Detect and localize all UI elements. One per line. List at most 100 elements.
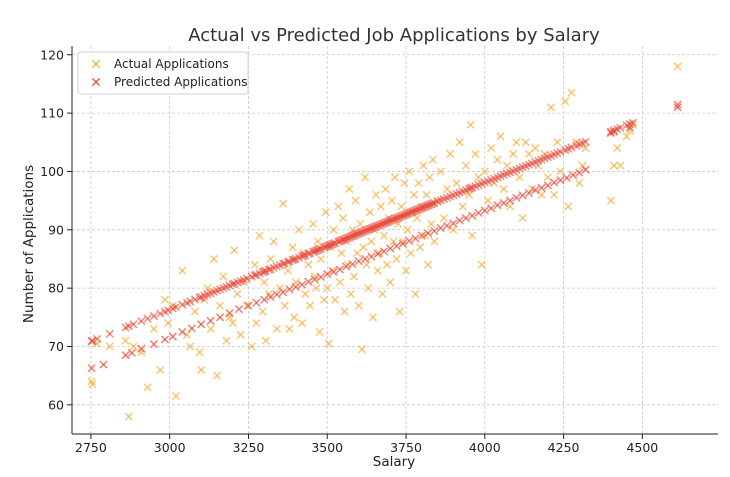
actual-point: [233, 289, 242, 299]
predicted-point: [129, 320, 138, 329]
actual-point: [182, 330, 192, 339]
actual-point: [250, 260, 259, 269]
actual-point: [321, 208, 330, 217]
actual-point: [345, 184, 354, 194]
actual-point: [258, 307, 267, 316]
actual-point: [609, 161, 619, 170]
actual-point: [190, 307, 200, 316]
actual-point: [222, 336, 231, 345]
actual-point: [236, 330, 245, 339]
actual-point: [483, 196, 493, 205]
predicted-point: [342, 262, 351, 271]
predicted-point: [149, 311, 159, 321]
actual-point: [266, 254, 275, 264]
actual-point: [477, 260, 486, 269]
actual-point: [242, 301, 252, 310]
actual-point: [515, 173, 524, 182]
actual-point: [381, 184, 390, 194]
actual-point: [197, 365, 206, 374]
actual-point: [301, 289, 310, 299]
actual-point: [400, 178, 409, 188]
actual-point: [261, 336, 270, 345]
predicted-point: [430, 226, 439, 236]
predicted-point: [609, 127, 619, 136]
actual-point: [423, 260, 433, 269]
actual-point: [564, 202, 573, 211]
actual-point: [362, 260, 371, 269]
actual-point: [260, 278, 269, 287]
predicted-point: [163, 306, 173, 315]
predicted-point: [279, 288, 288, 297]
actual-point: [452, 178, 461, 188]
actual-point: [195, 348, 204, 357]
predicted-point: [628, 118, 638, 127]
predicted-point: [486, 204, 496, 213]
x-tick-label: 4250: [548, 440, 580, 455]
predicted-point: [225, 309, 234, 318]
predicted-point: [234, 305, 244, 314]
actual-point: [575, 178, 584, 188]
predicted-point: [537, 183, 546, 192]
predicted-point: [531, 185, 540, 195]
predicted-point: [398, 239, 408, 248]
actual-point: [105, 342, 114, 351]
predicted-point: [156, 309, 165, 318]
actual-point: [531, 143, 540, 153]
predicted-point: [99, 360, 108, 369]
actual-point: [395, 307, 404, 316]
actual-point: [422, 190, 431, 199]
predicted-point: [575, 168, 584, 177]
actual-point: [401, 266, 411, 275]
actual-point: [480, 167, 489, 176]
predicted-point: [149, 340, 159, 349]
predicted-point: [379, 247, 389, 256]
actual-point: [403, 225, 412, 234]
predicted-point: [297, 280, 307, 289]
predicted-point: [186, 297, 195, 306]
actual-point: [137, 348, 146, 357]
predicted-point: [474, 208, 483, 217]
predicted-point: [411, 234, 420, 243]
y-tick-label: 120: [40, 47, 64, 62]
actual-point: [356, 219, 365, 229]
predicted-point: [581, 165, 590, 174]
chart-title: Actual vs Predicted Job Applications by …: [188, 25, 600, 46]
actual-point: [606, 196, 615, 205]
predicted-point: [625, 123, 634, 132]
x-tick-label: 3750: [390, 440, 422, 455]
legend-label-predicted: Predicted Applications: [114, 75, 247, 89]
actual-point: [252, 319, 261, 328]
actual-point: [411, 289, 420, 299]
predicted-point: [206, 316, 215, 325]
actual-point: [378, 289, 387, 299]
actual-point: [556, 167, 565, 176]
y-tick-label: 110: [40, 106, 64, 121]
predicted-point: [348, 260, 357, 269]
actual-point: [493, 155, 502, 164]
predicted-point: [215, 313, 225, 322]
actual-point: [419, 161, 428, 170]
predicted-point: [455, 216, 464, 225]
predicted-point: [449, 219, 458, 228]
predicted-point: [272, 290, 281, 299]
y-tick-label: 80: [48, 281, 64, 296]
actual-point: [446, 149, 455, 159]
actual-point: [416, 243, 425, 252]
actual-point: [212, 371, 222, 380]
actual-point: [290, 313, 299, 322]
predicted-point: [242, 274, 252, 283]
actual-point: [329, 225, 338, 234]
predicted-point: [512, 193, 521, 202]
predicted-point: [244, 301, 253, 310]
predicted-point: [124, 322, 133, 331]
actual-point: [397, 202, 406, 211]
actual-point: [206, 324, 215, 334]
predicted-series: [87, 100, 682, 373]
actual-point: [124, 412, 133, 421]
actual-point: [389, 237, 398, 246]
actual-point: [466, 120, 475, 129]
actual-point: [209, 254, 218, 264]
predicted-point: [493, 201, 502, 210]
actual-point: [149, 324, 159, 334]
